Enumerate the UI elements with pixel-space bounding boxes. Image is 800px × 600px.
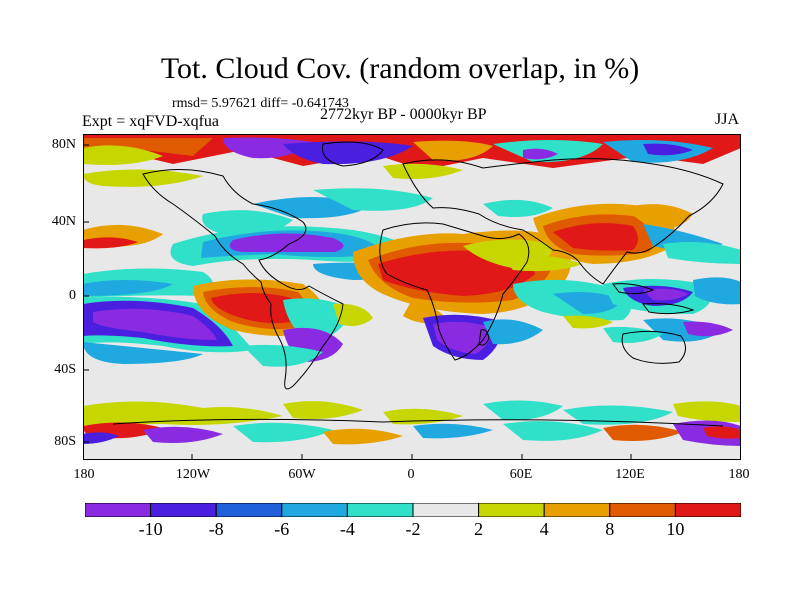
colorbar-swatch: [674, 503, 741, 517]
lon-label-180w: 180: [73, 467, 95, 482]
colorbar-swatch: [609, 503, 676, 517]
colorbar-label: -6: [274, 519, 290, 539]
colorbar-label: -8: [208, 519, 224, 539]
lat-label-40s: 40S: [54, 362, 76, 377]
experiment-label: Expt = xqFVD-xqfua: [82, 113, 220, 130]
cloud-cover-map: [83, 134, 741, 460]
lon-label-60e: 60E: [509, 467, 533, 482]
lat-label-80n: 80N: [51, 137, 76, 152]
season-label: JJA: [714, 111, 739, 128]
colorbar-label: 4: [539, 519, 549, 539]
colorbar-swatch: [543, 503, 611, 517]
map-ticks: [83, 144, 632, 460]
equatorial-pacific-anomalies: [83, 268, 373, 367]
colorbar-swatch: [412, 503, 480, 517]
colorbar-swatch: [478, 503, 545, 517]
colorbar-label: -10: [138, 519, 163, 539]
lon-label-120e: 120E: [615, 467, 645, 482]
lon-label-60w: 60W: [288, 467, 316, 482]
colorbar-label: 2: [474, 519, 484, 539]
coastlines: [112, 141, 724, 427]
stats-line: rmsd= 5.97621 diff= -0.641743: [172, 96, 349, 111]
colorbar: [85, 503, 741, 517]
colorbar-swatch: [281, 503, 348, 517]
lon-label-120w: 120W: [175, 467, 211, 482]
arctic-anomalies: [83, 134, 741, 187]
lat-label-80s: 80S: [54, 434, 76, 449]
map-title: Tot. Cloud Cov. (random overlap, in %): [160, 52, 640, 85]
colorbar-label: -2: [405, 519, 421, 539]
colorbar-label: 8: [605, 519, 615, 539]
lat-label-0: 0: [69, 288, 76, 303]
colorbar-swatch: [215, 503, 283, 517]
colorbar-label: -4: [339, 519, 355, 539]
colorbar-swatch: [150, 503, 217, 517]
colorbar-swatch: [346, 503, 414, 517]
lon-label-0: 0: [407, 467, 415, 482]
lat-label-40n: 40N: [51, 214, 76, 229]
colorbar-label: 10: [666, 519, 685, 539]
colorbar-swatch: [85, 503, 152, 517]
period-label: 2772kyr BP - 0000kyr BP: [320, 106, 487, 123]
indian-ocean-anomalies: [423, 242, 741, 360]
lon-label-180e: 180: [728, 467, 750, 482]
